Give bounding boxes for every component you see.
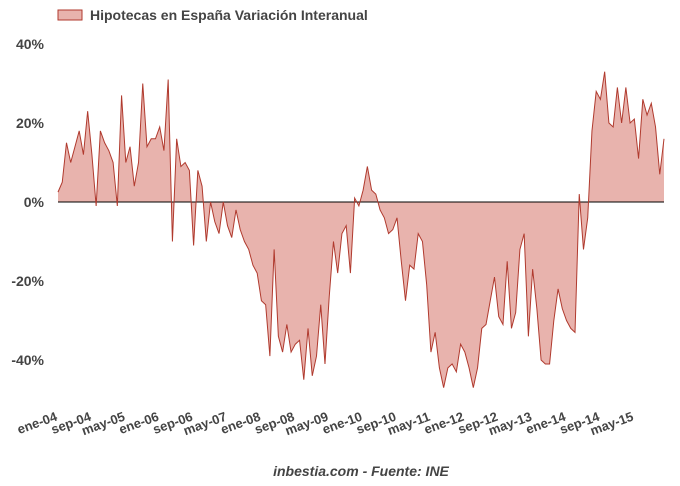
source-label: inbestia.com - Fuente: INE: [273, 463, 449, 479]
series-area: [58, 71, 664, 388]
plot-area: [57, 71, 665, 388]
y-tick-label: 20%: [16, 115, 45, 131]
legend: Hipotecas en España Variación Interanual: [57, 7, 368, 23]
y-tick-label: 40%: [16, 36, 45, 52]
series-line: [57, 71, 665, 388]
legend-swatch: [57, 9, 83, 21]
y-axis: 40% 20% 0% -20% -40%: [11, 36, 44, 368]
x-axis: ene-04sep-04may-05ene-06sep-06may-07ene-…: [15, 408, 635, 438]
y-tick-label: -20%: [11, 273, 44, 289]
y-tick-label: -40%: [11, 352, 44, 368]
y-tick-label: 0%: [24, 194, 45, 210]
legend-label: Hipotecas en España Variación Interanual: [90, 7, 368, 23]
